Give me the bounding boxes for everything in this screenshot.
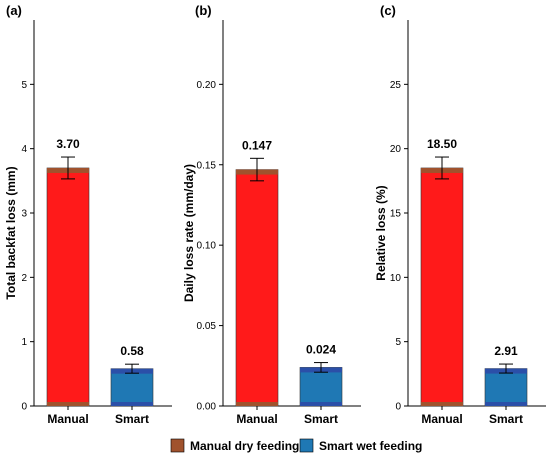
y-tick-label: 20 — [390, 144, 402, 155]
value-label-manual: 0.147 — [242, 138, 272, 152]
y-tick-label: 0 — [395, 402, 401, 413]
chart-panels: (a) 0 1 2 3 4 5 Total backfat loss (mm) 3.70 Manu… — [4, 3, 546, 426]
legend-label-manual: Manual dry feeding — [190, 439, 299, 453]
legend: Manual dry feeding Smart wet feeding — [170, 438, 422, 453]
panel-letter: (a) — [6, 3, 22, 18]
bar-base — [47, 402, 89, 406]
panel-3: (c) 0 5 10 15 20 25 Relative loss (%) 18.50 Manua… — [374, 3, 546, 426]
value-label-smart: 2.91 — [494, 344, 518, 358]
bar-smart — [299, 367, 343, 407]
x-tick-label: Manual — [236, 412, 277, 426]
y-tick-label: 0.05 — [197, 321, 217, 332]
y-axis-label: Relative loss (%) — [374, 185, 388, 280]
y-tick-label: 0 — [21, 402, 27, 413]
bar-base — [485, 402, 527, 406]
y-tick-label: 0.00 — [197, 402, 217, 413]
y-tick-label: 3 — [21, 209, 27, 220]
x-tick-label: Smart — [304, 412, 338, 426]
panel-1: (a) 0 1 2 3 4 5 Total backfat loss (mm) 3.70 Manu… — [4, 3, 172, 426]
y-axis-label: Total backfat loss (mm) — [4, 166, 18, 299]
panel-2: (b) 0.00 0.05 0.10 0.15 0.20 Daily loss rate (… — [182, 3, 361, 426]
bar-base — [421, 402, 463, 406]
y-tick-label: 0.20 — [197, 80, 217, 91]
legend-swatch-smart — [299, 438, 314, 453]
y-tick-label: 15 — [390, 209, 402, 220]
y-tick-label: 2 — [21, 273, 27, 284]
bar-manual — [420, 167, 464, 407]
panel-letter: (c) — [380, 3, 396, 18]
bar-base — [236, 402, 278, 406]
y-tick-label: 4 — [21, 144, 27, 155]
y-tick-label: 1 — [21, 337, 27, 348]
value-label-smart: 0.024 — [306, 343, 336, 357]
x-tick-label: Manual — [47, 412, 88, 426]
value-label-manual: 3.70 — [56, 137, 80, 151]
bar-manual — [235, 169, 279, 407]
x-tick-label: Smart — [489, 412, 523, 426]
x-tick-label: Smart — [115, 412, 149, 426]
y-axis-label: Daily loss rate (mm/day) — [182, 164, 196, 302]
legend-swatch-manual — [170, 438, 185, 453]
value-label-smart: 0.58 — [120, 344, 144, 358]
y-tick-label: 5 — [21, 80, 27, 91]
y-tick-label: 0.10 — [197, 241, 217, 252]
bar-smart — [484, 368, 528, 407]
panel-letter: (b) — [195, 3, 212, 18]
bar-base — [111, 402, 153, 406]
y-tick-label: 25 — [390, 80, 402, 91]
y-tick-label: 0.15 — [197, 160, 217, 171]
legend-label-smart: Smart wet feeding — [319, 439, 422, 453]
y-tick-label: 5 — [395, 337, 401, 348]
bar-base — [300, 402, 342, 406]
bar-manual — [46, 167, 90, 407]
x-tick-label: Manual — [421, 412, 462, 426]
y-tick-label: 10 — [390, 273, 402, 284]
bar-smart — [110, 368, 154, 407]
value-label-manual: 18.50 — [427, 137, 457, 151]
